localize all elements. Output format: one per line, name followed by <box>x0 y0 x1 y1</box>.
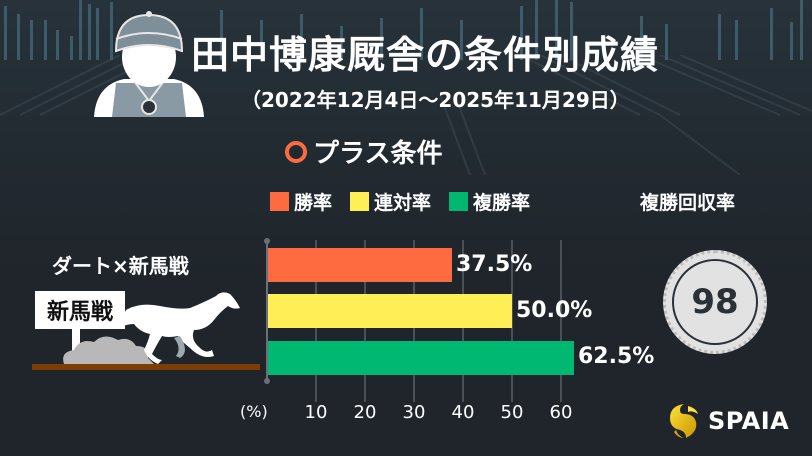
period-subtitle: （2022年12月4日～2025年11月29日） <box>241 88 630 112</box>
roi-badge: 98 <box>663 250 767 354</box>
racehorse-illustration-icon <box>32 292 260 370</box>
gridline <box>560 240 562 402</box>
bar-win-rate <box>268 248 452 282</box>
spaia-logo-icon <box>670 404 698 438</box>
legend-item-win-rate: 勝率 <box>270 188 332 215</box>
x-tick: 40 <box>451 402 475 423</box>
trainer-avatar-icon <box>94 11 204 117</box>
bar-value-win-rate: 37.5% <box>456 252 533 277</box>
x-tick: 20 <box>353 402 377 423</box>
background-bars-decoration <box>4 0 803 60</box>
gridline <box>511 240 513 402</box>
chart-legend: 勝率 連対率 複勝率 <box>270 188 530 215</box>
axis-end-dot <box>264 378 270 384</box>
x-tick: 30 <box>402 402 426 423</box>
spaia-logo: SPAIA <box>666 402 789 440</box>
legend-item-place-rate: 連対率 <box>350 188 431 215</box>
sign-board: 新馬戦 <box>35 291 125 329</box>
y-axis-line <box>266 240 268 382</box>
bar-value-show-rate: 62.5% <box>578 344 655 369</box>
bar-value-place-rate: 50.0% <box>516 298 593 323</box>
x-tick: 60 <box>549 402 573 423</box>
page-title: 田中博康厩舎の条件別成績 <box>191 33 660 77</box>
condition-label: ダート×新馬戦 <box>52 254 189 278</box>
legend-label: 勝率 <box>294 192 333 214</box>
section-label: プラス条件 <box>285 133 442 170</box>
circle-marker-icon <box>285 140 307 163</box>
bar-chart: 37.5% 50.0% 62.5% 10 20 30 40 50 60 <box>264 238 654 440</box>
section-label-text: プラス条件 <box>313 139 443 169</box>
brand-name: SPAIA <box>708 407 790 435</box>
axis-end-dot <box>264 238 270 244</box>
bar-place-rate <box>268 294 512 328</box>
legend-swatch <box>350 192 370 211</box>
x-tick: 10 <box>304 402 328 423</box>
x-axis-unit: (%) <box>240 402 268 421</box>
legend-item-show-rate: 複勝率 <box>449 188 530 215</box>
roi-title: 複勝回収率 <box>640 192 736 214</box>
legend-swatch <box>449 192 469 211</box>
x-tick: 50 <box>500 402 524 423</box>
legend-swatch <box>270 192 289 211</box>
legend-label: 複勝率 <box>473 192 531 214</box>
legend-label: 連対率 <box>374 192 432 214</box>
bar-show-rate <box>268 341 574 375</box>
roi-value: 98 <box>672 259 758 345</box>
